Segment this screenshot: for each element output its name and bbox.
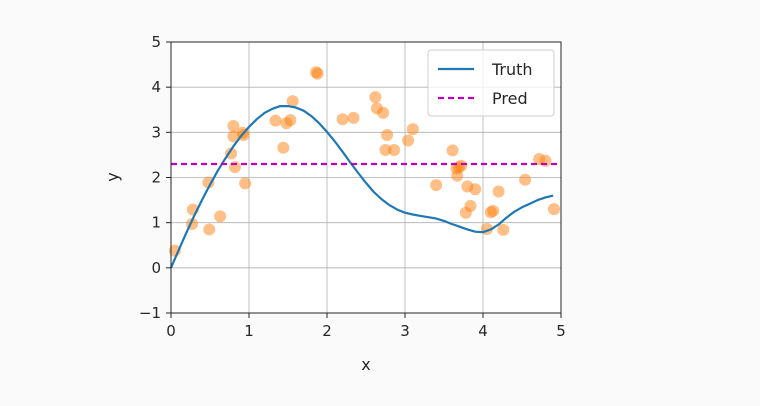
x-tick-label: 3 — [400, 322, 410, 340]
data-point — [203, 223, 216, 236]
legend: Truth Pred — [427, 49, 555, 117]
data-point — [369, 91, 382, 104]
x-tick-label: 2 — [322, 322, 332, 340]
data-point — [497, 223, 510, 236]
data-point — [487, 204, 500, 217]
grid — [170, 41, 562, 314]
data-point — [519, 173, 532, 186]
data-point — [311, 67, 324, 80]
data-point — [377, 106, 390, 119]
data-point — [284, 114, 297, 127]
legend-label-pred: Pred — [492, 89, 528, 108]
x-tick-label: 4 — [478, 322, 488, 340]
data-point — [402, 134, 415, 147]
y-axis-label: y — [103, 172, 122, 181]
data-point — [269, 114, 282, 127]
x-tick-label: 5 — [556, 322, 566, 340]
data-point — [336, 113, 349, 126]
x-tick-label: 0 — [166, 322, 176, 340]
y-tick-label: −1 — [139, 304, 161, 322]
data-point — [469, 183, 482, 196]
data-point — [446, 144, 459, 157]
data-point — [225, 147, 238, 160]
y-tick-label: 3 — [151, 123, 161, 141]
y-tick-label: 2 — [151, 169, 161, 187]
data-point — [239, 177, 252, 190]
data-point — [547, 203, 560, 216]
data-point — [286, 95, 299, 108]
data-point — [277, 141, 290, 154]
series-line-truth — [169, 104, 554, 269]
x-tick-label: 1 — [244, 322, 254, 340]
y-tick-label: 4 — [151, 78, 161, 96]
y-tick-label: 5 — [151, 33, 161, 51]
x-axis-label: x — [361, 355, 370, 374]
data-point — [227, 130, 240, 143]
data-point — [227, 120, 240, 133]
series-lines — [169, 104, 558, 269]
data-point — [455, 159, 468, 172]
legend-label-truth: Truth — [491, 60, 533, 79]
data-point — [492, 185, 505, 198]
data-point — [381, 129, 394, 142]
data-point — [214, 210, 227, 223]
data-point — [388, 143, 401, 156]
data-point — [379, 143, 392, 156]
ticks: 0 1 2 3 4 5 −1 0 1 2 3 4 5 — [139, 33, 566, 340]
y-tick-label: 1 — [151, 214, 161, 232]
data-point — [464, 199, 477, 212]
data-point — [347, 111, 360, 124]
legend-box — [427, 49, 555, 117]
data-point — [430, 179, 443, 192]
data-point — [202, 176, 215, 189]
scatter-points — [168, 66, 560, 257]
data-point — [406, 123, 419, 136]
y-tick-label: 0 — [151, 259, 161, 277]
